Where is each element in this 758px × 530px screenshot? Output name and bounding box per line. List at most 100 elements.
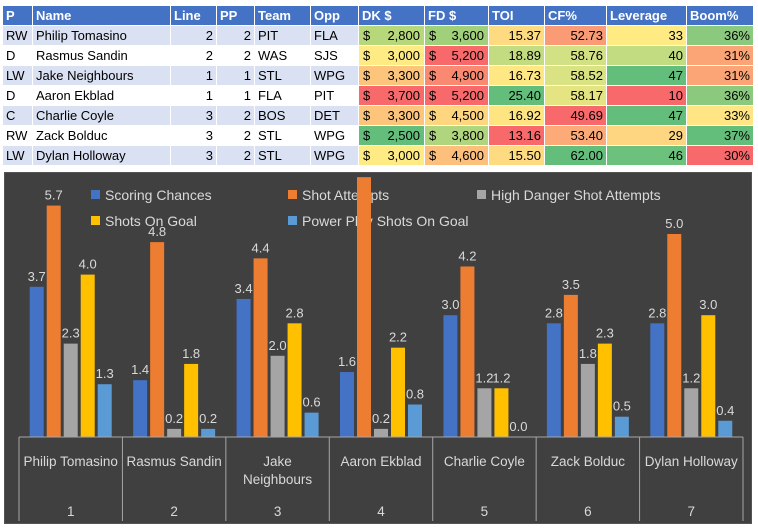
leverage-cell[interactable]: 33 xyxy=(606,25,687,46)
dk-salary-cell[interactable]: $3,000 xyxy=(358,45,425,66)
line-cell[interactable]: 3 xyxy=(170,105,217,126)
position-cell[interactable]: C xyxy=(2,105,33,126)
header-cell[interactable]: Leverage xyxy=(606,5,687,26)
boom-cell[interactable]: 31% xyxy=(686,65,754,86)
cf-cell[interactable]: 58.17 xyxy=(544,85,607,106)
position-cell[interactable]: RW xyxy=(2,125,33,146)
opp-cell[interactable]: PIT xyxy=(310,85,359,106)
toi-cell[interactable]: 18.89 xyxy=(488,45,545,66)
fd-salary-cell[interactable]: $5,200 xyxy=(424,45,489,66)
toi-cell[interactable]: 15.50 xyxy=(488,145,545,166)
toi-cell[interactable]: 13.16 xyxy=(488,125,545,146)
fd-salary-cell[interactable]: $5,200 xyxy=(424,85,489,106)
team-cell[interactable]: FLA xyxy=(254,85,311,106)
leverage-cell[interactable]: 47 xyxy=(606,65,687,86)
cf-cell[interactable]: 49.69 xyxy=(544,105,607,126)
salary-amount: 3,800 xyxy=(451,128,484,143)
line-cell[interactable]: 3 xyxy=(170,125,217,146)
name-cell[interactable]: Zack Bolduc xyxy=(32,125,171,146)
toi-cell[interactable]: 25.40 xyxy=(488,85,545,106)
cf-cell[interactable]: 52.73 xyxy=(544,25,607,46)
boom-cell[interactable]: 31% xyxy=(686,45,754,66)
team-cell[interactable]: PIT xyxy=(254,25,311,46)
name-cell[interactable]: Aaron Ekblad xyxy=(32,85,171,106)
header-cell[interactable]: CF% xyxy=(544,5,607,26)
team-cell[interactable]: STL xyxy=(254,145,311,166)
header-cell[interactable]: FD $ xyxy=(424,5,489,26)
cf-cell[interactable]: 62.00 xyxy=(544,145,607,166)
line-cell[interactable]: 1 xyxy=(170,65,217,86)
header-cell[interactable]: DK $ xyxy=(358,5,425,26)
line-cell[interactable]: 3 xyxy=(170,145,217,166)
pp-cell[interactable]: 2 xyxy=(216,145,255,166)
dk-salary-cell[interactable]: $3,300 xyxy=(358,105,425,126)
line-cell[interactable]: 2 xyxy=(170,25,217,46)
name-cell[interactable]: Jake Neighbours xyxy=(32,65,171,86)
dk-salary-cell[interactable]: $2,800 xyxy=(358,25,425,46)
boom-cell[interactable]: 37% xyxy=(686,125,754,146)
data-label: 2.3 xyxy=(596,326,614,341)
position-cell[interactable]: RW xyxy=(2,25,33,46)
header-cell[interactable]: Opp xyxy=(310,5,359,26)
cf-cell[interactable]: 58.76 xyxy=(544,45,607,66)
header-cell[interactable]: TOI xyxy=(488,5,545,26)
pp-cell[interactable]: 1 xyxy=(216,65,255,86)
dk-salary-cell[interactable]: $3,700 xyxy=(358,85,425,106)
position-cell[interactable]: LW xyxy=(2,145,33,166)
bar xyxy=(270,355,285,437)
boom-cell[interactable]: 36% xyxy=(686,25,754,46)
position-cell[interactable]: D xyxy=(2,45,33,66)
header-cell[interactable]: P xyxy=(2,5,33,26)
boom-cell[interactable]: 33% xyxy=(686,105,754,126)
dk-salary-cell[interactable]: $2,500 xyxy=(358,125,425,146)
leverage-cell[interactable]: 40 xyxy=(606,45,687,66)
fd-salary-cell[interactable]: $4,500 xyxy=(424,105,489,126)
team-cell[interactable]: BOS xyxy=(254,105,311,126)
cf-cell[interactable]: 58.52 xyxy=(544,65,607,86)
name-cell[interactable]: Philip Tomasino xyxy=(32,25,171,46)
cf-cell[interactable]: 53.40 xyxy=(544,125,607,146)
opp-cell[interactable]: DET xyxy=(310,105,359,126)
boom-cell[interactable]: 36% xyxy=(686,85,754,106)
name-cell[interactable]: Dylan Holloway xyxy=(32,145,171,166)
opp-cell[interactable]: WPG xyxy=(310,145,359,166)
opp-cell[interactable]: FLA xyxy=(310,25,359,46)
pp-cell[interactable]: 2 xyxy=(216,105,255,126)
leverage-cell[interactable]: 29 xyxy=(606,125,687,146)
dk-salary-cell[interactable]: $3,300 xyxy=(358,65,425,86)
team-cell[interactable]: WAS xyxy=(254,45,311,66)
line-cell[interactable]: 2 xyxy=(170,45,217,66)
leverage-cell[interactable]: 47 xyxy=(606,105,687,126)
pp-cell[interactable]: 1 xyxy=(216,85,255,106)
leverage-cell[interactable]: 46 xyxy=(606,145,687,166)
fd-salary-cell[interactable]: $3,800 xyxy=(424,125,489,146)
header-cell[interactable]: Line xyxy=(170,5,217,26)
position-cell[interactable]: D xyxy=(2,85,33,106)
team-cell[interactable]: STL xyxy=(254,65,311,86)
fd-salary-cell[interactable]: $4,900 xyxy=(424,65,489,86)
header-cell[interactable]: PP xyxy=(216,5,255,26)
header-cell[interactable]: Name xyxy=(32,5,171,26)
toi-cell[interactable]: 16.92 xyxy=(488,105,545,126)
toi-cell[interactable]: 15.37 xyxy=(488,25,545,46)
pp-cell[interactable]: 2 xyxy=(216,45,255,66)
leverage-cell[interactable]: 10 xyxy=(606,85,687,106)
header-cell[interactable]: Boom% xyxy=(686,5,754,26)
pp-cell[interactable]: 2 xyxy=(216,25,255,46)
opp-cell[interactable]: WPG xyxy=(310,65,359,86)
currency-symbol: $ xyxy=(363,128,371,143)
position-cell[interactable]: LW xyxy=(2,65,33,86)
name-cell[interactable]: Rasmus Sandin xyxy=(32,45,171,66)
line-cell[interactable]: 1 xyxy=(170,85,217,106)
boom-cell[interactable]: 30% xyxy=(686,145,754,166)
team-cell[interactable]: STL xyxy=(254,125,311,146)
header-cell[interactable]: Team xyxy=(254,5,311,26)
name-cell[interactable]: Charlie Coyle xyxy=(32,105,171,126)
toi-cell[interactable]: 16.73 xyxy=(488,65,545,86)
opp-cell[interactable]: SJS xyxy=(310,45,359,66)
opp-cell[interactable]: WPG xyxy=(310,125,359,146)
pp-cell[interactable]: 2 xyxy=(216,125,255,146)
fd-salary-cell[interactable]: $4,600 xyxy=(424,145,489,166)
fd-salary-cell[interactable]: $3,600 xyxy=(424,25,489,46)
dk-salary-cell[interactable]: $3,000 xyxy=(358,145,425,166)
